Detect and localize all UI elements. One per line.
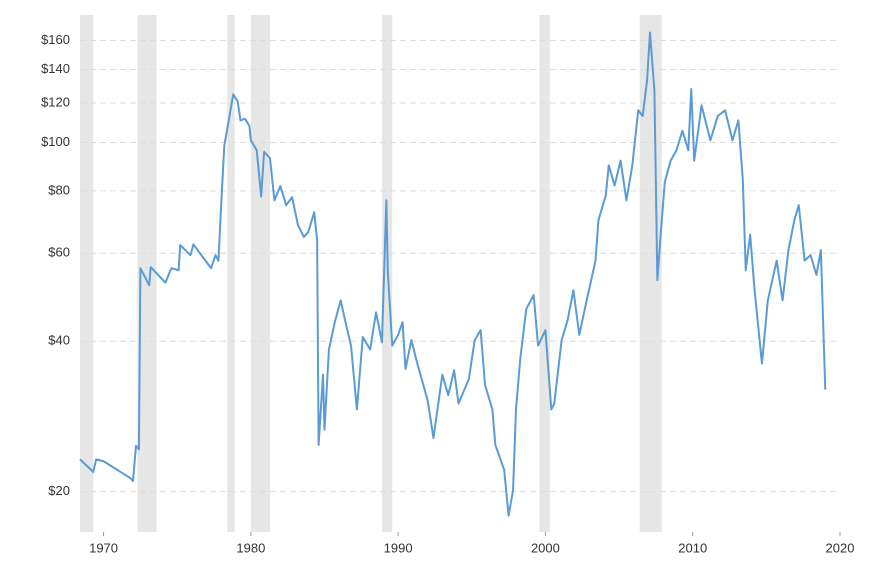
x-tick-label: 2000 (531, 540, 560, 555)
y-tick-label: $120 (41, 94, 70, 109)
y-tick-label: $80 (48, 182, 70, 197)
y-tick-label: $20 (48, 483, 70, 498)
y-tick-label: $100 (41, 134, 70, 149)
y-tick-label: $140 (41, 61, 70, 76)
x-tick-label: 1990 (384, 540, 413, 555)
x-tick-label: 1980 (236, 540, 265, 555)
y-tick-label: $40 (48, 333, 70, 348)
recession-band (250, 15, 270, 532)
x-tick-label: 1970 (89, 540, 118, 555)
x-tick-label: 2010 (678, 540, 707, 555)
recession-band (639, 15, 662, 532)
x-tick-label: 2020 (826, 540, 855, 555)
recession-band (227, 15, 235, 532)
y-tick-label: $60 (48, 245, 70, 260)
recession-band (539, 15, 550, 532)
price-line (79, 31, 827, 517)
recession-band (80, 15, 94, 532)
y-tick-label: $160 (41, 32, 70, 47)
recession-band (137, 15, 157, 532)
